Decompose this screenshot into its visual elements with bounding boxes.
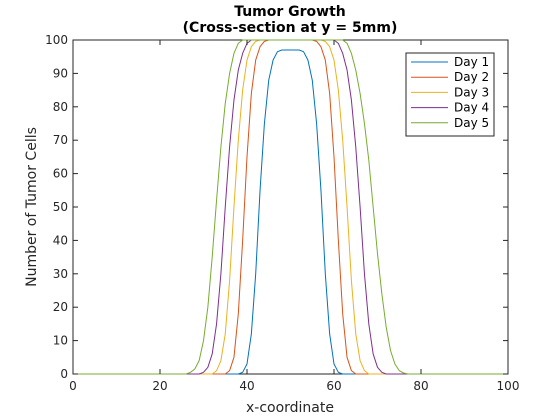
legend-label-day-1: Day 1: [454, 55, 489, 69]
y-tick-label: 80: [53, 100, 68, 114]
chart-subtitle: (Cross-section at y = 5mm): [183, 20, 398, 36]
y-tick-label: 70: [53, 133, 68, 147]
y-tick-label: 90: [53, 66, 68, 80]
ticks-group: 0 20 40 60 80 100 0 10 20 30 40 50 60 70 80 90 100: [45, 33, 519, 393]
series-line-day-1: [73, 49, 508, 375]
x-tick-label: 0: [69, 379, 77, 393]
series-group: [73, 39, 508, 375]
y-tick-label: 40: [53, 233, 68, 247]
legend-label-day-5: Day 5: [454, 116, 489, 130]
x-tick-label: 60: [326, 379, 341, 393]
legend-label-day-3: Day 3: [454, 85, 489, 99]
x-tick-label: 40: [239, 379, 254, 393]
legend-box: [405, 52, 495, 137]
chart-title: Tumor Growth: [234, 4, 346, 20]
y-tick-label: 60: [53, 167, 68, 181]
legend-label-day-2: Day 2: [454, 70, 489, 84]
y-tick-label: 30: [53, 267, 68, 281]
x-axis-label: x-coordinate: [246, 400, 334, 416]
y-tick-label: 0: [60, 367, 68, 381]
y-axis-label: Number of Tumor Cells: [24, 127, 40, 287]
x-tick-label: 100: [497, 379, 520, 393]
series-line-day-5: [73, 39, 508, 375]
x-tick-label: 20: [152, 379, 167, 393]
y-tick-label: 100: [45, 33, 68, 47]
x-tick-label: 80: [413, 379, 428, 393]
legend-label-day-4: Day 4: [454, 101, 489, 115]
y-tick-label: 10: [53, 334, 68, 348]
y-tick-label: 20: [53, 300, 68, 314]
y-tick-label: 50: [53, 200, 68, 214]
